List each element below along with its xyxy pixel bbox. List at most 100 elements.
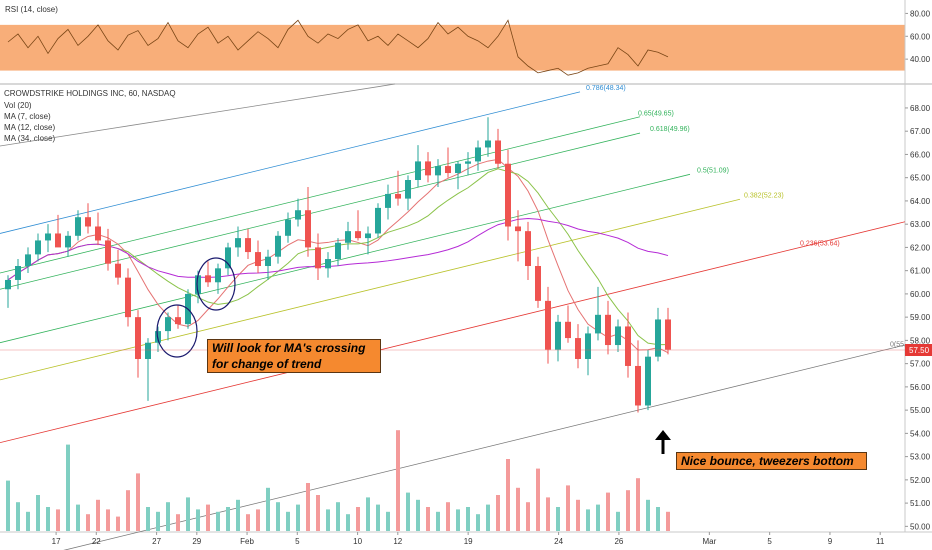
candle-body [65,235,71,248]
indicator-ma12: MA (12, close) [4,123,55,132]
last-price-badge [905,344,932,356]
fib-line [0,173,691,344]
candle-body [345,231,351,243]
time-tick-label: Mar [702,537,716,546]
time-tick-label: 11 [876,537,885,546]
volume-bar [306,483,310,531]
volume-bar [646,499,650,531]
price-tick-label: 64.00 [910,197,931,206]
volume-bar [226,507,230,531]
candle-body [605,314,611,346]
price-tick-label: 66.00 [910,150,931,159]
legend: CROWDSTRIKE HOLDINGS INC, 60, NASDAQ Vol… [4,89,176,143]
volume-bar [346,514,350,531]
volume-bar [286,511,290,531]
volume-bar [446,502,450,531]
volume-bar [56,509,60,531]
price-tick-label: 62.00 [910,243,931,252]
volume-bar [116,516,120,531]
candle-body [475,147,481,162]
candle-body [635,365,641,406]
rsi-tick-label: 80.00 [910,9,931,18]
candle-body [205,275,211,283]
candle-body [285,219,291,236]
rsi-axis: 80.00 60.00 40.00 [905,9,931,64]
volume-bar [76,504,80,531]
fib-label: 0.5(51.09) [697,167,729,174]
time-tick-label: 19 [464,537,473,546]
candle-body [145,342,151,359]
fib-label: 0(55. [890,342,906,349]
candle-body [555,321,561,350]
volume-bar [236,499,240,531]
candle-body [415,161,421,181]
fib-label: 0.236(53.64) [800,240,840,247]
fib-line [63,344,906,550]
candle-body [315,247,321,269]
price-axis: 68.00 67.00 66.00 65.00 64.00 63.00 62.00 61.00… [905,104,931,531]
price-tick-label: 65.00 [910,174,931,183]
indicator-vol: Vol (20) [4,101,32,110]
price-tick-label: 50.00 [910,522,931,531]
price-tick-label: 68.00 [910,104,931,113]
candle-body [645,356,651,406]
volume-bar [576,499,580,531]
candle-body [125,277,131,318]
fib-labels: 0.786(48.34) 0.65(49.65) 0.618(49.96) 0.5(5… [586,85,906,349]
candle-body [485,140,491,148]
candle-body [295,210,301,220]
candle-body [275,235,281,257]
upper-trendline [0,83,396,147]
candle-body [365,233,371,239]
volume-bar [36,495,40,531]
volume-bar [26,511,30,531]
price-tick-label: 54.00 [910,429,931,438]
candle-body [615,326,621,346]
volume-bar [206,504,210,531]
candle-body [385,193,391,208]
rsi-tick-label: 60.00 [910,32,931,41]
candle-body [15,266,21,280]
candle-body [525,231,531,267]
fib-line [0,221,906,444]
candle-body [5,279,11,290]
price-tick-label: 60.00 [910,290,931,299]
fib-line [0,91,581,234]
fib-label: 0.382(52.23) [744,192,784,199]
volume-bar [96,499,100,531]
candle-body [655,319,661,357]
volume-bar [426,507,430,531]
volume-bar [166,502,170,531]
volume-bar [66,444,70,531]
fib-label: 0.786(48.34) [586,85,626,92]
candle-body [135,317,141,359]
last-price-label: 57.50 [909,346,930,355]
indicator-ma34: MA (34, close) [4,134,55,143]
volume-bar [266,487,270,531]
candle-body [335,242,341,260]
volume-bar [656,507,660,531]
time-tick-label: 24 [554,537,563,546]
candle-body [575,338,581,359]
candle-body [265,256,271,267]
candle-body [215,268,221,283]
price-tick-label: 53.00 [910,453,931,462]
candle-body [535,266,541,301]
candle-body [25,254,31,267]
rsi-pane: RSI (14, close) 80.00 60.00 40.00 [0,5,931,76]
candle-body [175,317,181,325]
price-tick-label: 67.00 [910,127,931,136]
price-tick-label: 58.00 [910,336,931,345]
volume-bar [626,490,630,531]
time-tick-label: 9 [828,537,833,546]
volume-bar [326,509,330,531]
ma-cross-circle-1 [156,304,198,358]
volume-bar [596,504,600,531]
volume-bar [436,511,440,531]
volume-bar [186,497,190,531]
candle-body [235,238,241,248]
price-tick-label: 63.00 [910,220,931,229]
volume-bar [146,507,150,531]
volume-bar [546,497,550,531]
